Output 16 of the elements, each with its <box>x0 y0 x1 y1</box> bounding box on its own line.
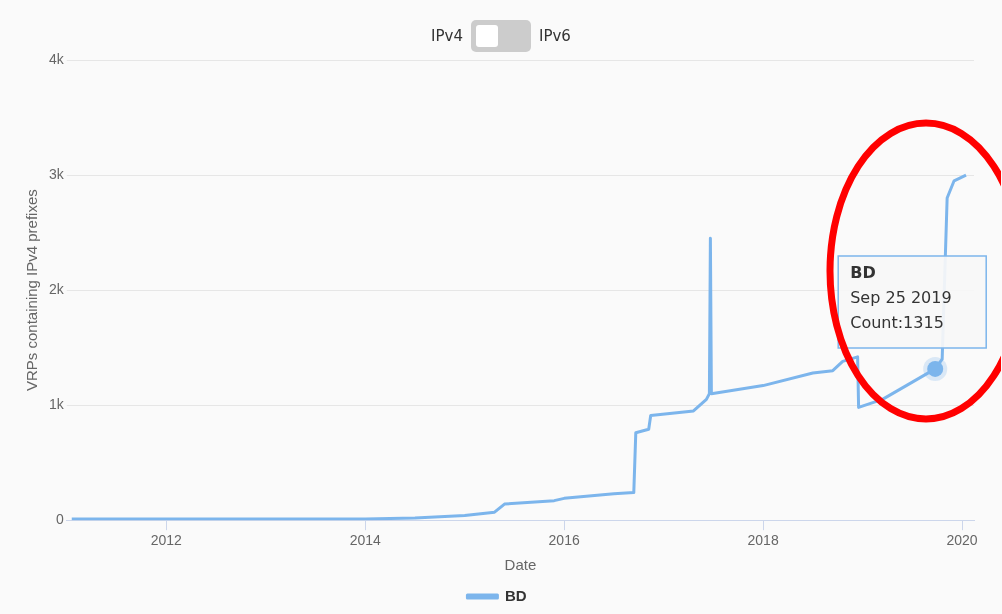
y-tick-label: 2k <box>48 280 65 297</box>
x-axis-title: Date <box>504 556 537 574</box>
y-tick-label: 3k <box>48 165 65 182</box>
legend-label: BD <box>504 586 527 604</box>
y-tick-label: 0 <box>55 511 64 528</box>
annotation: BD Sep 25 2019 Count:1315 <box>850 263 952 333</box>
y-tick-label: 4k <box>48 50 65 67</box>
x-tick-label: 2012 <box>150 532 183 549</box>
x-tick-label: 2014 <box>349 532 381 549</box>
x-tick-label: 2020 <box>946 532 978 549</box>
text: IPv4 <box>431 27 463 45</box>
y-tick-label: 1k <box>48 396 65 413</box>
y-axis-title: VRPs containing IPv4 prefixes <box>23 189 41 391</box>
x-tick-label: 2018 <box>747 532 779 549</box>
text: IPv6 <box>539 27 571 45</box>
x-tick-label: 2016 <box>548 532 580 549</box>
